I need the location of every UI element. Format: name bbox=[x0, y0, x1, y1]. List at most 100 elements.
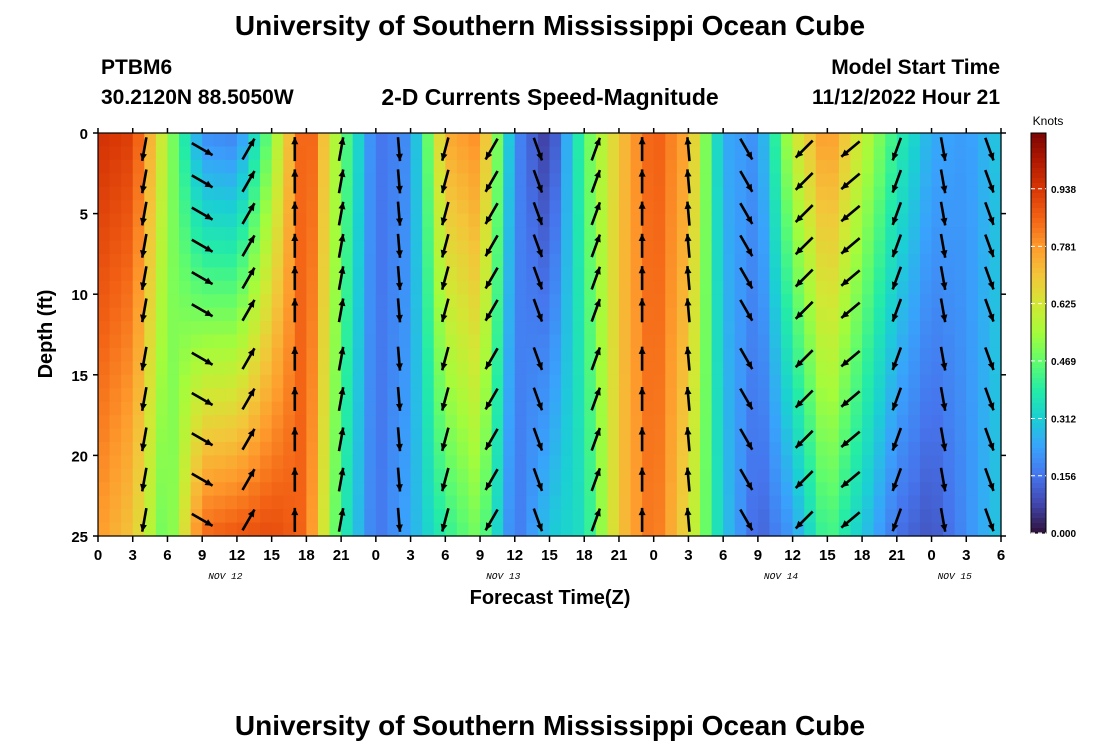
heatmap-cell bbox=[503, 200, 516, 215]
heatmap-cell bbox=[769, 468, 782, 483]
heatmap-cell bbox=[584, 186, 597, 201]
heatmap-cell bbox=[190, 441, 203, 456]
heatmap-cell bbox=[433, 334, 446, 349]
heatmap-cell bbox=[468, 455, 481, 470]
heatmap-cell bbox=[445, 240, 458, 255]
heatmap-cell bbox=[387, 361, 400, 376]
heatmap-cell bbox=[225, 159, 238, 174]
current-vector bbox=[840, 511, 861, 529]
heatmap-cell bbox=[109, 347, 122, 362]
heatmap-cell bbox=[757, 133, 771, 148]
heatmap-cell bbox=[155, 509, 169, 524]
page-title: University of Southern Mississippi Ocean… bbox=[234, 10, 866, 41]
heatmap-cell bbox=[943, 415, 956, 430]
heatmap-cell bbox=[977, 415, 991, 430]
heatmap-cell bbox=[688, 213, 701, 228]
heatmap-cell bbox=[341, 240, 354, 255]
heatmap-cell bbox=[966, 307, 979, 322]
heatmap-cell bbox=[804, 307, 817, 322]
heatmap-cell bbox=[723, 455, 736, 470]
heatmap-cell bbox=[352, 213, 365, 228]
heatmap-cell bbox=[642, 441, 655, 456]
heatmap-cell bbox=[456, 146, 470, 161]
current-vector bbox=[590, 298, 602, 323]
heatmap-cell bbox=[213, 267, 226, 282]
heatmap-cell bbox=[225, 146, 238, 161]
current-vector bbox=[440, 266, 450, 291]
heatmap-cell bbox=[375, 455, 389, 470]
heatmap-cell bbox=[121, 253, 134, 268]
colorbar-segment bbox=[1031, 223, 1046, 229]
heatmap-cell bbox=[526, 159, 539, 174]
heatmap-cell bbox=[387, 428, 400, 443]
heatmap-cell bbox=[399, 294, 412, 309]
heatmap-cell bbox=[746, 495, 759, 510]
heatmap-cell bbox=[410, 321, 423, 336]
heatmap-cell bbox=[236, 146, 250, 161]
heatmap-cell bbox=[271, 388, 284, 403]
heatmap-cell bbox=[827, 280, 840, 295]
heatmap-cell bbox=[225, 186, 238, 201]
heatmap-cell bbox=[977, 240, 991, 255]
heatmap-cell bbox=[491, 146, 504, 161]
heatmap-cell bbox=[850, 495, 863, 510]
current-vector bbox=[484, 202, 499, 225]
heatmap-cell bbox=[225, 227, 238, 242]
colorbar-segment bbox=[1031, 248, 1046, 254]
heatmap-cell bbox=[260, 347, 273, 362]
heatmap-cell bbox=[260, 441, 273, 456]
heatmap-cell bbox=[769, 361, 782, 376]
heatmap-cell bbox=[896, 146, 909, 161]
heatmap-cell bbox=[781, 240, 794, 255]
heatmap-cell bbox=[781, 280, 794, 295]
heatmap-cell bbox=[561, 441, 574, 456]
heatmap-cell bbox=[966, 227, 979, 242]
heatmap-cell bbox=[179, 200, 192, 215]
heatmap-cell bbox=[781, 213, 794, 228]
heatmap-cell bbox=[919, 159, 933, 174]
heatmap-cell bbox=[410, 455, 423, 470]
current-vector bbox=[440, 201, 450, 226]
heatmap-cell bbox=[155, 495, 169, 510]
heatmap-cell bbox=[144, 509, 157, 524]
heatmap-cell bbox=[549, 280, 562, 295]
heatmap-cell bbox=[514, 374, 527, 389]
heatmap-cell bbox=[862, 280, 875, 295]
heatmap-cell bbox=[549, 428, 562, 443]
heatmap-cell bbox=[410, 428, 423, 443]
heatmap-cell bbox=[98, 307, 111, 322]
heatmap-cell bbox=[294, 347, 307, 362]
heatmap-cell bbox=[700, 294, 713, 309]
current-vector bbox=[291, 387, 299, 411]
heatmap-cell bbox=[387, 495, 400, 510]
heatmap-cell bbox=[514, 267, 527, 282]
colorbar-segment bbox=[1031, 453, 1046, 459]
heatmap-cell bbox=[584, 334, 597, 349]
heatmap-cell bbox=[98, 495, 111, 510]
heatmap-cell bbox=[769, 509, 782, 524]
heatmap-cell bbox=[167, 321, 180, 336]
current-vector bbox=[939, 427, 948, 452]
heatmap-cell bbox=[665, 374, 678, 389]
heatmap-cell bbox=[375, 347, 389, 362]
heatmap-cell bbox=[827, 159, 840, 174]
current-vector bbox=[939, 346, 948, 371]
heatmap-cell bbox=[595, 482, 608, 497]
heatmap-cell bbox=[410, 307, 423, 322]
heatmap-cell bbox=[676, 334, 690, 349]
heatmap-cell bbox=[746, 388, 759, 403]
current-vector bbox=[396, 298, 403, 323]
heatmap-cell bbox=[919, 401, 933, 416]
heatmap-cell bbox=[642, 509, 655, 524]
heatmap-cell bbox=[236, 253, 250, 268]
heatmap-cell bbox=[537, 468, 551, 483]
heatmap-cell bbox=[352, 133, 365, 148]
current-vector bbox=[739, 234, 754, 257]
current-vector bbox=[337, 386, 346, 412]
heatmap-cell bbox=[885, 415, 898, 430]
heatmap-cell bbox=[977, 280, 991, 295]
heatmap-cell bbox=[503, 482, 516, 497]
heatmap-cell bbox=[352, 388, 365, 403]
heatmap-cell bbox=[896, 173, 909, 188]
heatmap-cell bbox=[445, 374, 458, 389]
